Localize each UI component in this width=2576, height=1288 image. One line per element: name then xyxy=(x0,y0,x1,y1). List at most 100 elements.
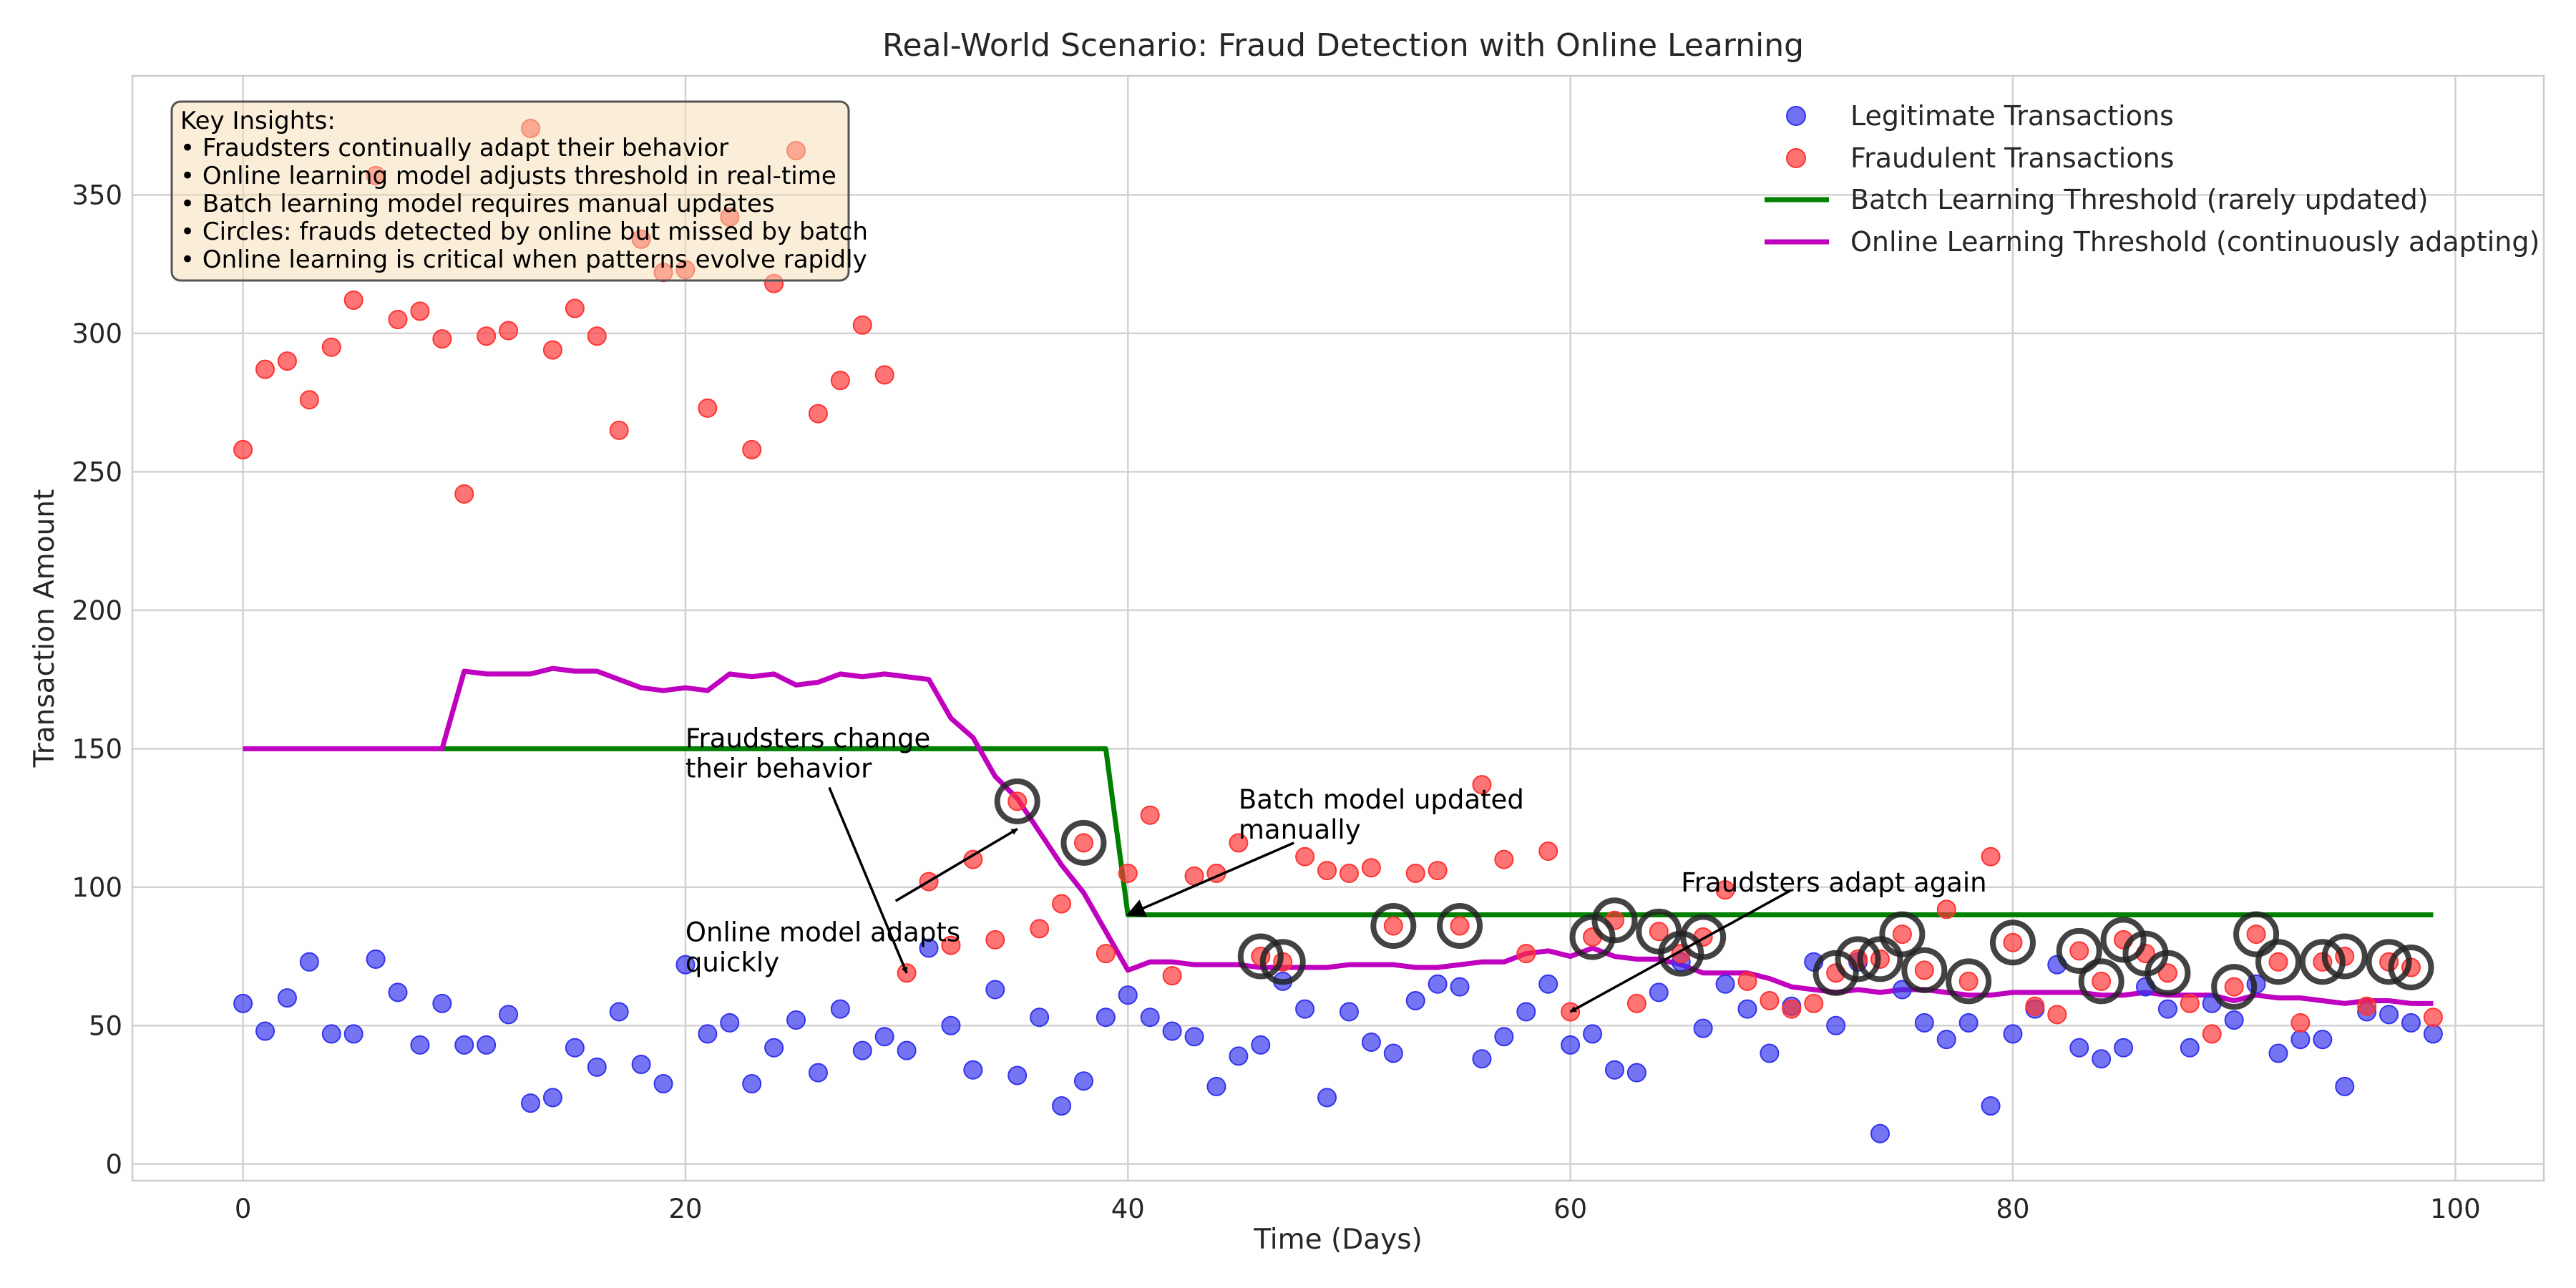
y-tick-label: 50 xyxy=(89,1010,122,1041)
legitimate-point xyxy=(1760,1043,1780,1063)
fraudulent-point xyxy=(321,337,341,357)
legitimate-point xyxy=(2114,1038,2134,1058)
legitimate-point xyxy=(631,1054,651,1074)
fraudulent-point xyxy=(1649,922,1669,942)
legitimate-point xyxy=(919,938,939,958)
missed-fraud-circle xyxy=(1835,936,1881,982)
legitimate-point xyxy=(1561,1035,1581,1055)
annotation-text: their behavior xyxy=(686,753,872,784)
legitimate-point xyxy=(1472,1049,1492,1069)
legitimate-point xyxy=(233,993,253,1013)
chart-title: Real-World Scenario: Fraud Detection wit… xyxy=(882,27,1804,64)
legitimate-point xyxy=(1184,1027,1204,1047)
missed-fraud-circle xyxy=(1680,914,1727,960)
legitimate-point xyxy=(1229,1046,1249,1066)
fraudulent-point xyxy=(2047,1005,2067,1025)
legitimate-point xyxy=(1715,974,1735,994)
fraudulent-point xyxy=(1295,847,1315,867)
legitimate-point xyxy=(698,1024,718,1044)
fraudulent-point xyxy=(1317,861,1337,881)
legitimate-point xyxy=(1958,1013,1979,1033)
legitimate-point xyxy=(1428,974,1448,994)
legend-label: Batch Learning Threshold (rarely updated… xyxy=(1850,184,2429,215)
legitimate-point xyxy=(2379,1005,2399,1025)
fraudulent-point xyxy=(1428,861,1448,881)
legitimate-point xyxy=(1073,1071,1093,1091)
fraudulent-point xyxy=(1981,847,2001,867)
fraudulent-point xyxy=(1030,919,1050,939)
legitimate-point xyxy=(2401,1013,2421,1033)
legitimate-point xyxy=(388,982,408,1002)
legitimate-point xyxy=(1450,977,1470,997)
fraudulent-point xyxy=(1096,944,1116,964)
missed-fraud-circle xyxy=(1591,897,1638,944)
insight-item: • Online learning is critical when patte… xyxy=(180,245,867,274)
legend-label: Online Learning Threshold (continuously … xyxy=(1850,226,2540,258)
legitimate-point xyxy=(521,1093,541,1113)
fraudulent-point xyxy=(1383,916,1403,936)
legitimate-point xyxy=(255,1021,275,1041)
legitimate-point xyxy=(1008,1065,1028,1085)
fraudulent-point xyxy=(277,351,297,371)
legitimate-point xyxy=(1317,1088,1337,1108)
missed-fraud-circle xyxy=(2321,933,2368,980)
fraudulent-point xyxy=(2224,977,2244,997)
legitimate-point xyxy=(830,999,850,1019)
annotation-text: Fraudsters adapt again xyxy=(1681,867,1986,898)
fraudulent-point xyxy=(565,298,585,318)
fraudulent-point xyxy=(1229,833,1249,853)
missed-fraud-circle xyxy=(2255,939,2301,985)
insight-heading: Key Insights: xyxy=(180,107,336,135)
missed-fraud-circle xyxy=(2056,927,2102,974)
fraudulent-point xyxy=(941,935,961,955)
legitimate-point xyxy=(1538,974,1558,994)
fraudulent-point xyxy=(698,398,718,418)
legitimate-point xyxy=(299,952,319,972)
legitimate-point xyxy=(2313,1030,2333,1050)
legitimate-point xyxy=(985,980,1005,1000)
legitimate-point xyxy=(499,1005,519,1025)
fraudulent-point xyxy=(2180,993,2200,1013)
fraudulent-point xyxy=(542,340,562,360)
legitimate-point xyxy=(410,1035,430,1055)
legitimate-point xyxy=(2092,1049,2112,1069)
legitimate-point xyxy=(1405,990,1425,1010)
missed-fraud-circle xyxy=(2078,958,2124,1005)
x-tick-label: 60 xyxy=(1553,1194,1587,1224)
key-insights-box: Key Insights: • Fraudsters continually a… xyxy=(170,100,868,282)
legitimate-point xyxy=(1295,999,1315,1019)
insight-box-background xyxy=(170,100,850,282)
fraudulent-point xyxy=(1052,894,1072,914)
batch-threshold-line xyxy=(441,746,2434,918)
annotation-arrow xyxy=(828,786,908,974)
legitimate-point xyxy=(454,1035,474,1055)
legitimate-point xyxy=(1693,1018,1713,1038)
legitimate-point xyxy=(1583,1024,1603,1044)
annotation-text: Fraudsters change xyxy=(686,723,930,754)
fraudulent-point xyxy=(2003,932,2023,952)
online-threshold-layer xyxy=(243,665,2434,1006)
fraudulent-point xyxy=(1516,944,1536,964)
fraudulent-point xyxy=(2357,996,2377,1016)
fraudulent-point xyxy=(1936,899,1956,919)
fraudulent-point xyxy=(1494,849,1514,869)
fraudulent-point xyxy=(410,301,430,321)
tick-labels: 0 20 40 60 80 100 0 50 100 150 200 250 300 350 xyxy=(72,180,2480,1224)
legitimate-point xyxy=(1649,982,1669,1002)
fraudulent-point xyxy=(454,484,474,504)
missed-fraud-circle xyxy=(1879,911,1926,957)
missed-fraud-circle xyxy=(1437,902,1483,949)
legitimate-point xyxy=(2335,1076,2355,1096)
batch-threshold-layer xyxy=(441,746,2434,918)
annotation-text: manually xyxy=(1239,814,1361,845)
missed-fraud-circle xyxy=(1370,902,1417,949)
annotation-text: Batch model updated xyxy=(1239,784,1524,815)
fraudulent-point xyxy=(1782,999,1802,1019)
missed-fraud-circle xyxy=(1989,919,2036,966)
legitimate-point xyxy=(1936,1030,1956,1050)
missed-fraud-circle xyxy=(2211,964,2258,1010)
x-tick-label: 80 xyxy=(1996,1194,2029,1224)
x-tick-label: 40 xyxy=(1111,1194,1145,1224)
legitimate-point xyxy=(1892,980,1912,1000)
